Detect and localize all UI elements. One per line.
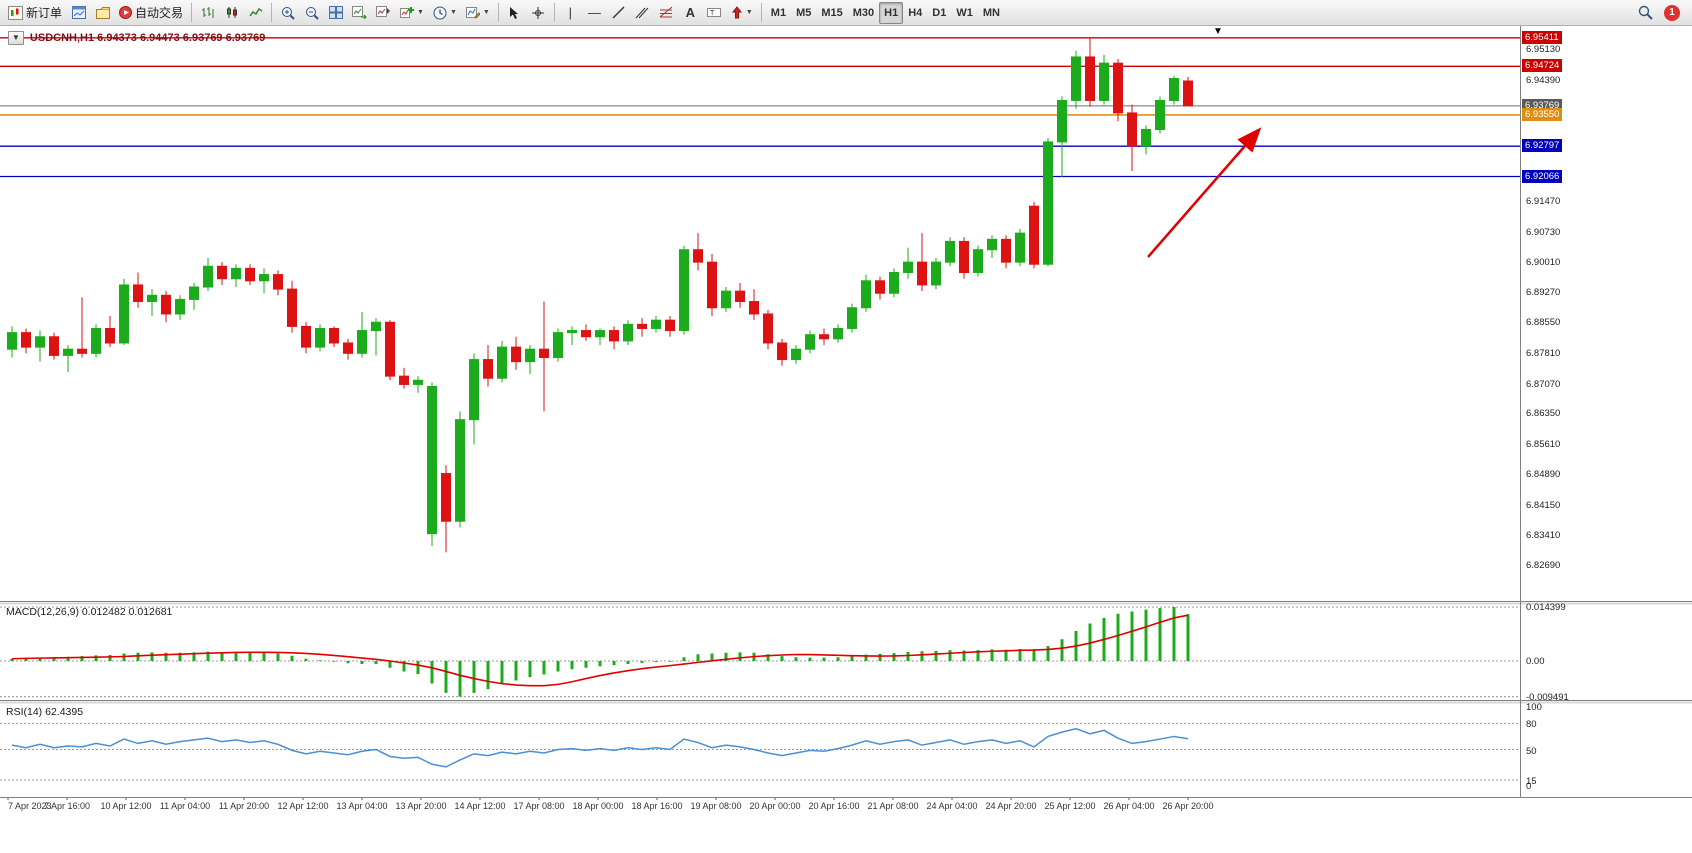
text-icon: A	[685, 5, 696, 20]
indicators-button[interactable]: ▼	[396, 2, 428, 24]
chart-title: ▼ USDCNH,H1 6.94373 6.94473 6.93769 6.93…	[8, 31, 265, 45]
timeframe-button-w1[interactable]: W1	[956, 6, 973, 19]
macd-pane	[0, 606, 1520, 698]
chart-shift-icon	[376, 6, 391, 17]
text-label-icon: T	[707, 8, 722, 17]
timeframe-button-h4[interactable]: H4	[908, 6, 923, 19]
line-chart-type-button[interactable]	[244, 2, 267, 24]
zoom-out-icon	[305, 6, 319, 20]
timeframe-button-mn[interactable]: MN	[982, 6, 1000, 19]
chevron-down-icon: ▼	[417, 9, 424, 16]
cursor-button[interactable]	[503, 2, 526, 24]
chart-shift-marker[interactable]: ▼	[1213, 26, 1223, 37]
auto-trading-icon	[119, 6, 133, 19]
search-button[interactable]	[1634, 2, 1657, 24]
charts-list-button[interactable]	[67, 2, 90, 24]
channel-icon	[635, 7, 649, 19]
charts-list-icon	[71, 6, 86, 19]
toolbar-separator	[191, 3, 193, 22]
cursor-icon	[510, 6, 519, 19]
templates-icon	[465, 7, 480, 19]
macd-name: MACD(12,26,9)	[6, 606, 79, 618]
macd-label: MACD(12,26,9) 0.012482 0.012681	[6, 606, 172, 618]
notification-badge[interactable]: 1	[1664, 4, 1680, 21]
hlines-layer	[0, 37, 1520, 178]
svg-text:T: T	[710, 10, 715, 17]
macd-signal-value: 0.012681	[128, 606, 173, 618]
timeframe-button-m1[interactable]: M1	[770, 6, 787, 19]
timeframe-button-d1[interactable]: D1	[932, 6, 947, 19]
ohlc-readout: USDCNH,H1 6.94373 6.94473 6.93769 6.9376…	[29, 32, 266, 44]
zoom-in-button[interactable]	[276, 2, 299, 24]
trendline-icon	[612, 6, 625, 19]
profiles-icon	[95, 7, 110, 19]
toolbar-right: 1	[1634, 2, 1688, 24]
profiles-button[interactable]	[91, 2, 114, 24]
arrow-shape-icon	[731, 6, 742, 19]
arrow-annotation[interactable]	[1147, 127, 1262, 258]
timeframe-toolbar: M1 M5 M15 M30 H1 H4 D1 W1 MN	[766, 1, 1005, 24]
line-chart-type-icon	[248, 8, 262, 17]
zoom-in-icon	[281, 6, 295, 20]
auto-scroll-button[interactable]	[348, 2, 371, 24]
channel-button[interactable]	[631, 2, 654, 24]
candles-layer	[7, 37, 1193, 553]
tile-windows-icon	[328, 6, 343, 19]
text-button[interactable]: A	[679, 2, 702, 24]
chart-shift-button[interactable]	[372, 2, 395, 24]
chart-context-menu-icon[interactable]: ▼	[8, 31, 24, 45]
bar-chart-type-button[interactable]	[196, 2, 219, 24]
clock-icon	[433, 6, 447, 19]
rsi-pane	[0, 722, 1520, 781]
auto-trading-label: 自动交易	[135, 6, 184, 20]
templates-button[interactable]: ▼	[462, 2, 494, 24]
macd-main-value: 0.012482	[81, 606, 126, 618]
new-order-button[interactable]: 新订单	[4, 2, 66, 24]
chevron-down-icon: ▼	[745, 9, 753, 16]
crosshair-button[interactable]	[527, 2, 550, 24]
toolbar-separator	[271, 3, 273, 22]
timeframe-button-m5[interactable]: M5	[796, 6, 812, 19]
bar-chart-type-icon	[201, 7, 214, 18]
toolbar-separator	[553, 3, 555, 22]
trendline-button[interactable]	[607, 2, 630, 24]
toolbar-separator	[760, 3, 762, 22]
timeframe-button-h1[interactable]: H1	[879, 1, 904, 24]
horizontal-line-button[interactable]: —	[583, 2, 606, 24]
rsi-value: 62.4395	[45, 706, 84, 718]
horizontal-line-icon: —	[587, 5, 601, 20]
crosshair-icon	[532, 6, 545, 19]
chevron-down-icon: ▼	[482, 9, 490, 16]
timeframe-button-m30[interactable]: M30	[852, 6, 875, 19]
fibonacci-button[interactable]	[655, 2, 678, 24]
text-label-button[interactable]: T	[703, 2, 726, 24]
chevron-down-icon: ▼	[449, 9, 457, 16]
rsi-name: RSI(14)	[6, 706, 43, 718]
tile-windows-button[interactable]	[324, 2, 347, 24]
vertical-line-icon: |	[568, 5, 573, 20]
toolbar-separator	[497, 3, 499, 22]
timeframe-button-m15[interactable]: M15	[821, 6, 843, 19]
candlestick-chart-type-icon	[226, 7, 237, 18]
vertical-line-button[interactable]: |	[559, 2, 582, 24]
shapes-button[interactable]: ▼	[727, 2, 757, 24]
pane-borders	[0, 26, 1692, 800]
rsi-label: RSI(14) 62.4395	[6, 706, 83, 718]
fibonacci-icon	[660, 6, 673, 18]
toolbar: 新订单 自动交易	[0, 0, 1692, 26]
new-order-label: 新订单	[26, 6, 63, 20]
periods-button[interactable]: ▼	[429, 2, 461, 24]
search-icon	[1638, 5, 1653, 20]
new-order-icon	[8, 5, 23, 20]
candlestick-chart-type-button[interactable]	[220, 2, 243, 24]
auto-scroll-icon	[352, 6, 367, 19]
zoom-out-button[interactable]	[300, 2, 323, 24]
indicators-icon	[400, 7, 415, 18]
auto-trading-button[interactable]: 自动交易	[115, 2, 187, 24]
